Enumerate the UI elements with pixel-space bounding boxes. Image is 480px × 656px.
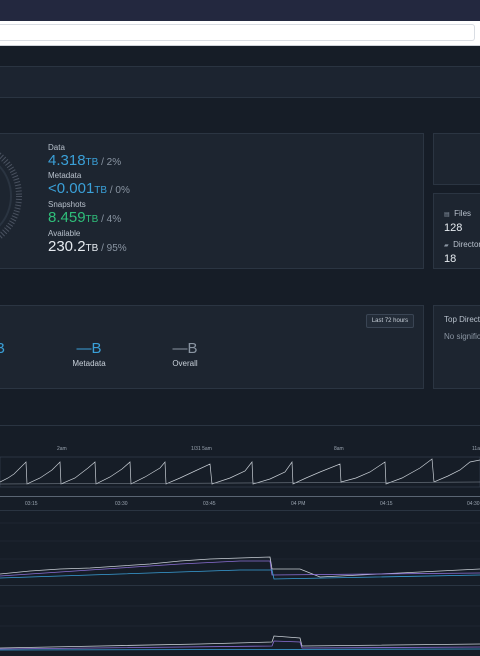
timeline-top-label: 8am [334, 446, 344, 452]
data-unit: TB [85, 157, 99, 168]
address-input[interactable] [0, 24, 475, 41]
metadata-throughput-value: —B [76, 340, 102, 357]
files-stat: ▤ Files 128 [444, 203, 471, 234]
snapshots-label: Snapshots [48, 200, 86, 209]
overall-throughput-label: Overall [172, 359, 198, 368]
top-directories-title: Top Directo [444, 315, 480, 324]
timeline-bottom-label: 03:45 [203, 501, 216, 507]
capacity-panel: Data 4.318TB / 2% Metadata <0.001TB / 0%… [0, 133, 424, 269]
timeline-top-label: 2am [57, 446, 67, 452]
directories-value: 18 [444, 253, 457, 265]
iops-plot [0, 605, 480, 651]
available-value: 230.2 [48, 238, 86, 255]
timeline-top-label: 1/31 5am [191, 446, 212, 452]
top-directories-empty: No signific [444, 332, 480, 341]
data-value: 4.318 [48, 152, 86, 169]
file-icon: ▤ [444, 212, 450, 218]
capacity-donut [0, 152, 22, 240]
metadata-throughput: —B Metadata [71, 340, 107, 368]
overall-throughput: —B Overall [167, 340, 203, 368]
performance-panel: B —B Metadata —B Overall [0, 305, 424, 389]
metadata-value: <0.001 [48, 180, 95, 197]
iops-chart [0, 585, 480, 651]
snapshots-unit: TB [85, 214, 99, 225]
summary-panel [433, 133, 480, 185]
overall-throughput-value: —B [172, 340, 198, 357]
metadata-stat: Metadata <0.001TB / 0% [48, 171, 130, 197]
timeline-navigator[interactable]: 2am 1/31 5am 8am 11a 03:15 03:30 03:45 0… [0, 425, 480, 510]
files-value: 128 [444, 222, 463, 234]
folder-icon: ▰ [444, 243, 449, 249]
throughput-plot [0, 522, 480, 580]
directories-label: Director [453, 240, 480, 249]
available-unit: TB [85, 243, 99, 254]
metadata-throughput-label: Metadata [72, 359, 106, 368]
time-range-button[interactable]: Last 72 hours [366, 314, 414, 328]
files-label: Files [454, 209, 472, 218]
timeline-sparkline [0, 456, 480, 488]
available-label: Available [48, 229, 81, 238]
timeline-top-label: 11a [472, 446, 480, 452]
timeline-bottom-label: 04:15 [380, 501, 393, 507]
available-stat: Available 230.2TB / 95% [48, 229, 127, 255]
timeline-bottom-label: 04 PM [291, 501, 306, 507]
partial-throughput-value: B [0, 340, 6, 357]
address-bar [0, 21, 480, 46]
data-stat: Data 4.318TB / 2% [48, 143, 122, 169]
timeline-bottom-label: 04:30 [467, 501, 480, 507]
throughput-chart [0, 510, 480, 585]
top-directories-panel: Top Directo No signific [433, 305, 480, 389]
snapshots-percent: 4% [106, 214, 122, 225]
timeline-axis [0, 496, 480, 497]
top-nav-bar [0, 0, 480, 21]
timeline-bottom-label: 03:15 [25, 501, 38, 507]
timeline-bottom-label: 03:30 [115, 501, 128, 507]
metadata-label: Metadata [48, 171, 82, 180]
snapshots-stat: Snapshots 8.459TB / 4% [48, 200, 122, 226]
files-panel: ▤ Files 128 ▰ Director 18 [433, 193, 480, 269]
directories-stat: ▰ Director 18 [444, 234, 480, 265]
sub-navigation [0, 66, 480, 98]
available-percent: 95% [106, 243, 127, 254]
data-label: Data [48, 143, 65, 152]
snapshots-value: 8.459 [48, 209, 86, 226]
data-percent: 2% [106, 157, 122, 168]
metadata-unit: TB [94, 185, 108, 196]
metadata-percent: 0% [115, 185, 130, 196]
